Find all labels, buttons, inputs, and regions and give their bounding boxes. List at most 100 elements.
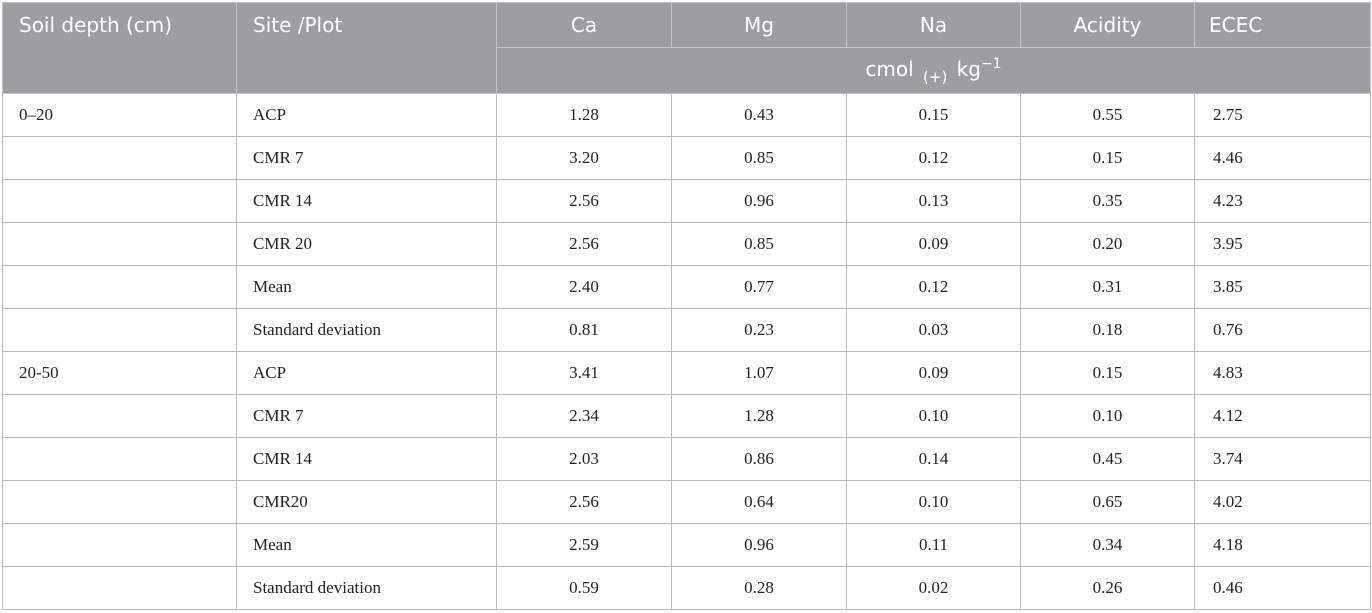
cell-ecec: 0.76 — [1194, 308, 1371, 352]
cell-soil-depth — [2, 480, 237, 524]
cell-acidity: 0.15 — [1020, 136, 1195, 180]
cell-mg: 0.64 — [671, 480, 847, 524]
header-ecec: ECEC — [1194, 2, 1371, 48]
cell-site-plot: Standard deviation — [236, 566, 497, 610]
cell-ecec: 3.74 — [1194, 437, 1371, 481]
table-row: 20-50 ACP 3.41 1.07 0.09 0.15 4.83 — [2, 351, 1371, 395]
cell-soil-depth: 20-50 — [2, 351, 237, 395]
cell-mg: 0.77 — [671, 265, 847, 309]
cell-na: 0.10 — [846, 480, 1021, 524]
cell-mg: 1.28 — [671, 394, 847, 438]
cell-site-plot: Mean — [236, 265, 497, 309]
cell-mg: 0.85 — [671, 136, 847, 180]
cell-site-plot: ACP — [236, 351, 497, 395]
cell-soil-depth — [2, 136, 237, 180]
cell-soil-depth — [2, 179, 237, 223]
cell-na: 0.12 — [846, 136, 1021, 180]
cell-na: 0.02 — [846, 566, 1021, 610]
cell-soil-depth — [2, 394, 237, 438]
cell-mg: 0.86 — [671, 437, 847, 481]
cell-ecec: 4.18 — [1194, 523, 1371, 567]
cell-acidity: 0.55 — [1020, 93, 1195, 137]
cell-ecec: 4.46 — [1194, 136, 1371, 180]
cell-ca: 3.20 — [496, 136, 672, 180]
cell-mg: 0.28 — [671, 566, 847, 610]
cell-ca: 1.28 — [496, 93, 672, 137]
table-row: CMR 14 2.56 0.96 0.13 0.35 4.23 — [2, 179, 1371, 223]
header-na: Na — [846, 2, 1021, 48]
cell-site-plot: CMR 7 — [236, 136, 497, 180]
cell-na: 0.14 — [846, 437, 1021, 481]
cell-ecec: 0.46 — [1194, 566, 1371, 610]
unit-kg: kg — [956, 57, 981, 81]
cell-ca: 2.56 — [496, 480, 672, 524]
cell-ca: 0.59 — [496, 566, 672, 610]
cell-na: 0.09 — [846, 351, 1021, 395]
cell-ca: 2.56 — [496, 222, 672, 266]
unit-subscript: (+) — [923, 68, 948, 86]
cell-mg: 1.07 — [671, 351, 847, 395]
unit-base: cmol — [865, 57, 914, 81]
table-body: 0–20 ACP 1.28 0.43 0.15 0.55 2.75 CMR 7 3.20 0.85… — [2, 93, 1371, 610]
cell-site-plot: ACP — [236, 93, 497, 137]
cell-acidity: 0.34 — [1020, 523, 1195, 567]
cell-ecec: 4.12 — [1194, 394, 1371, 438]
cell-acidity: 0.10 — [1020, 394, 1195, 438]
cell-ecec: 3.85 — [1194, 265, 1371, 309]
header-site-plot: Site /Plot — [236, 2, 497, 94]
cell-mg: 0.85 — [671, 222, 847, 266]
cell-acidity: 0.45 — [1020, 437, 1195, 481]
unit-exponent: −1 — [980, 56, 1002, 72]
cell-soil-depth — [2, 523, 237, 567]
cell-mg: 0.96 — [671, 179, 847, 223]
cell-site-plot: Standard deviation — [236, 308, 497, 352]
cell-site-plot: CMR20 — [236, 480, 497, 524]
cell-ecec: 4.23 — [1194, 179, 1371, 223]
cell-mg: 0.43 — [671, 93, 847, 137]
cell-mg: 0.96 — [671, 523, 847, 567]
cell-ca: 3.41 — [496, 351, 672, 395]
table-row: Mean 2.40 0.77 0.12 0.31 3.85 — [2, 265, 1371, 309]
cell-na: 0.03 — [846, 308, 1021, 352]
cell-site-plot: CMR 14 — [236, 179, 497, 223]
cell-na: 0.12 — [846, 265, 1021, 309]
cell-ca: 2.56 — [496, 179, 672, 223]
cell-ecec: 2.75 — [1194, 93, 1371, 137]
cell-ecec: 4.83 — [1194, 351, 1371, 395]
table-row: Standard deviation 0.59 0.28 0.02 0.26 0.46 — [2, 566, 1371, 610]
cell-na: 0.11 — [846, 523, 1021, 567]
table-row: CMR20 2.56 0.64 0.10 0.65 4.02 — [2, 480, 1371, 524]
cell-acidity: 0.15 — [1020, 351, 1195, 395]
cell-acidity: 0.35 — [1020, 179, 1195, 223]
cell-ca: 2.40 — [496, 265, 672, 309]
unit-row: cmol (+) kg−1 — [3, 47, 1371, 94]
cell-mg: 0.23 — [671, 308, 847, 352]
cell-site-plot: CMR 14 — [236, 437, 497, 481]
cell-soil-depth — [2, 437, 237, 481]
header-acidity: Acidity — [1020, 2, 1195, 48]
cell-acidity: 0.20 — [1020, 222, 1195, 266]
cell-ca: 2.34 — [496, 394, 672, 438]
cell-soil-depth — [2, 308, 237, 352]
table-row: CMR 7 2.34 1.28 0.10 0.10 4.12 — [2, 394, 1371, 438]
cell-soil-depth — [2, 566, 237, 610]
cell-ca: 2.59 — [496, 523, 672, 567]
table-row: 0–20 ACP 1.28 0.43 0.15 0.55 2.75 — [2, 93, 1371, 137]
cell-acidity: 0.26 — [1020, 566, 1195, 610]
cell-soil-depth: 0–20 — [2, 93, 237, 137]
cell-soil-depth — [2, 222, 237, 266]
cell-ca: 2.03 — [496, 437, 672, 481]
cell-acidity: 0.31 — [1020, 265, 1195, 309]
cell-site-plot: CMR 7 — [236, 394, 497, 438]
table-row: CMR 14 2.03 0.86 0.14 0.45 3.74 — [2, 437, 1371, 481]
cell-na: 0.15 — [846, 93, 1021, 137]
cell-ca: 0.81 — [496, 308, 672, 352]
table-row: CMR 7 3.20 0.85 0.12 0.15 4.46 — [2, 136, 1371, 180]
table-row: Mean 2.59 0.96 0.11 0.34 4.18 — [2, 523, 1371, 567]
cell-ecec: 4.02 — [1194, 480, 1371, 524]
header-row: Soil depth (cm) Site /Plot Ca Mg Na Acid… — [2, 2, 1371, 94]
cell-acidity: 0.65 — [1020, 480, 1195, 524]
cell-na: 0.10 — [846, 394, 1021, 438]
cell-ecec: 3.95 — [1194, 222, 1371, 266]
header-ca: Ca — [496, 2, 672, 48]
